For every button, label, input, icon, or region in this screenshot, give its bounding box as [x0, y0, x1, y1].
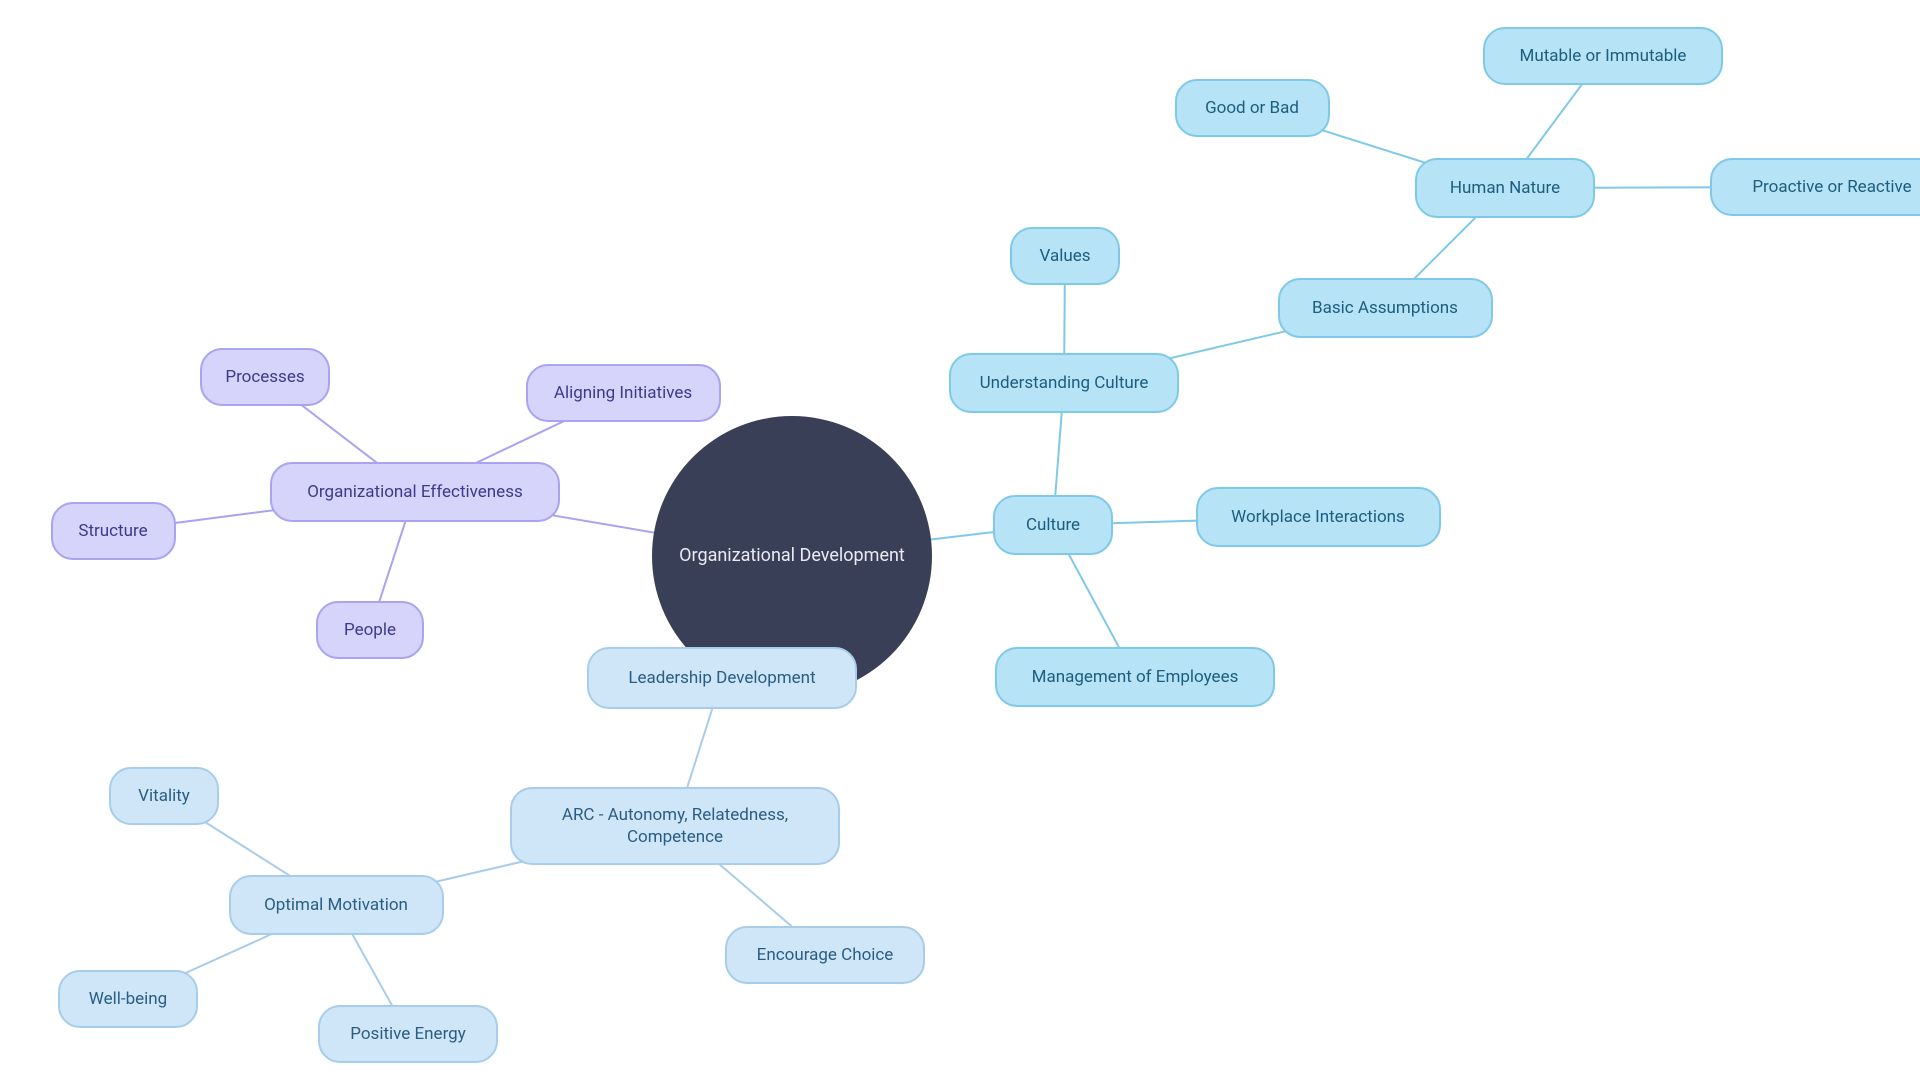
mindmap-canvas: Organizational Development Organizational… [0, 0, 1920, 1080]
node-label: Understanding Culture [980, 372, 1149, 394]
node-label: Human Nature [1450, 177, 1560, 199]
node-label: Well-being [89, 988, 167, 1010]
node-label: Management of Employees [1032, 666, 1239, 688]
node-label: Encourage Choice [757, 944, 894, 966]
node-label: Structure [78, 520, 147, 542]
node-humannature[interactable]: Human Nature [1415, 158, 1595, 218]
node-posenergy[interactable]: Positive Energy [318, 1005, 498, 1063]
node-label: Organizational Development [679, 544, 905, 567]
node-label: Optimal Motivation [264, 894, 408, 916]
node-label: Values [1040, 245, 1091, 267]
node-label: Positive Energy [350, 1023, 466, 1045]
node-people[interactable]: People [316, 601, 424, 659]
node-label: Aligning Initiatives [554, 382, 692, 404]
node-proactive[interactable]: Proactive or Reactive [1710, 158, 1920, 216]
node-orgeff[interactable]: Organizational Effectiveness [270, 462, 560, 522]
node-label: Processes [225, 366, 304, 388]
node-label: Leadership Development [628, 667, 815, 689]
node-goodbad[interactable]: Good or Bad [1175, 79, 1330, 137]
node-mutable[interactable]: Mutable or Immutable [1483, 27, 1723, 85]
node-vitality[interactable]: Vitality [109, 767, 219, 825]
node-label: Good or Bad [1205, 97, 1299, 119]
node-label: Workplace Interactions [1231, 506, 1405, 528]
node-structure[interactable]: Structure [51, 502, 176, 560]
node-label: Vitality [138, 785, 190, 807]
node-label: Organizational Effectiveness [307, 481, 523, 503]
node-basic[interactable]: Basic Assumptions [1278, 278, 1493, 338]
node-optimal[interactable]: Optimal Motivation [229, 875, 444, 935]
node-leadership[interactable]: Leadership Development [587, 647, 857, 709]
node-aligning[interactable]: Aligning Initiatives [526, 364, 721, 422]
node-encourage[interactable]: Encourage Choice [725, 926, 925, 984]
node-label: Proactive or Reactive [1752, 176, 1911, 198]
node-label: Culture [1026, 514, 1080, 536]
node-label: People [344, 619, 396, 641]
node-wellbeing[interactable]: Well-being [58, 970, 198, 1028]
node-workplace[interactable]: Workplace Interactions [1196, 487, 1441, 547]
node-understanding[interactable]: Understanding Culture [949, 353, 1179, 413]
node-label: Mutable or Immutable [1520, 45, 1687, 67]
node-culture[interactable]: Culture [993, 495, 1113, 555]
node-values[interactable]: Values [1010, 227, 1120, 285]
node-processes[interactable]: Processes [200, 348, 330, 406]
node-label: Basic Assumptions [1312, 297, 1458, 319]
node-label: ARC - Autonomy, Relatedness, Competence [562, 804, 788, 848]
node-mgmt[interactable]: Management of Employees [995, 647, 1275, 707]
node-arc[interactable]: ARC - Autonomy, Relatedness, Competence [510, 787, 840, 865]
